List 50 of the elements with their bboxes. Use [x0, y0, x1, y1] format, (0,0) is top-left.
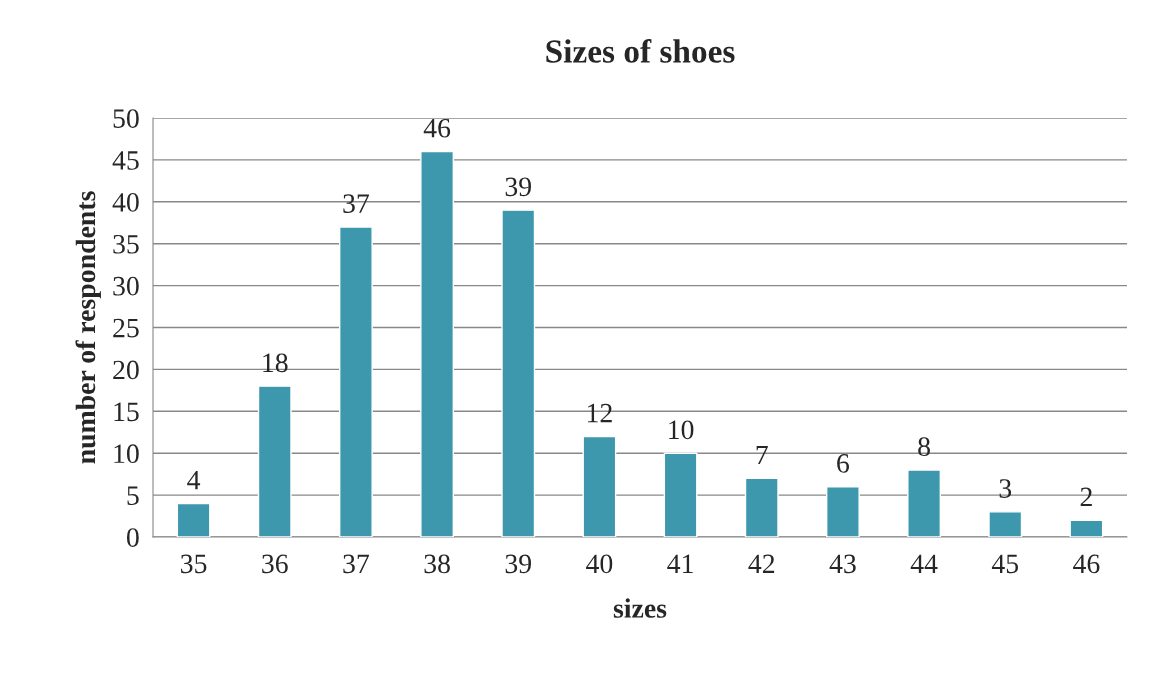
x-tick-label: 37 — [343, 554, 370, 574]
x-tick-label: 40 — [586, 554, 613, 574]
data-label: 3 — [999, 479, 1012, 498]
bar — [582, 435, 617, 537]
x-tick-label: 46 — [1073, 554, 1100, 574]
y-tick-label: 50 — [113, 109, 139, 128]
x-tick-label: 42 — [748, 554, 775, 573]
y-tick-label: 25 — [113, 318, 139, 338]
data-label: 7 — [756, 445, 768, 465]
data-label: 12 — [587, 403, 612, 423]
y-tick-label: 45 — [112, 151, 139, 170]
y-tick-label: 30 — [113, 276, 139, 296]
bar — [176, 502, 211, 537]
data-label: 46 — [423, 118, 451, 138]
x-tick-label: 43 — [829, 554, 856, 574]
data-label: 39 — [505, 177, 531, 197]
bar — [663, 452, 698, 537]
data-label: 6 — [837, 454, 850, 473]
chart-title: Sizes of shoes — [546, 38, 735, 63]
y-tick-label: 15 — [114, 402, 139, 422]
x-tick-label: 35 — [181, 554, 207, 574]
y-tick-label: 0 — [126, 528, 139, 547]
y-tick-label: 10 — [114, 444, 139, 464]
x-tick-label: 36 — [262, 554, 288, 574]
data-label: 8 — [918, 437, 930, 456]
y-tick-label: 40 — [112, 192, 139, 212]
bar — [257, 385, 292, 537]
bar — [988, 511, 1023, 537]
bar — [338, 226, 373, 537]
data-label: 18 — [263, 353, 288, 373]
bar — [420, 150, 455, 537]
bar — [825, 486, 860, 537]
data-label: 4 — [187, 470, 201, 490]
data-label: 10 — [669, 420, 694, 440]
bar — [1069, 519, 1104, 537]
x-tick-label: 44 — [910, 554, 938, 573]
y-tick-label: 5 — [127, 486, 139, 506]
x-tick-label: 39 — [505, 554, 531, 574]
x-axis-title: sizes — [613, 598, 667, 618]
x-tick-label: 38 — [424, 554, 450, 574]
data-label: 37 — [343, 194, 370, 213]
bar — [744, 477, 779, 537]
data-label: 2 — [1080, 487, 1092, 506]
y-tick-label: 35 — [113, 234, 139, 254]
x-tick-label: 45 — [991, 554, 1019, 574]
x-tick-label: 41 — [667, 554, 693, 573]
bar — [907, 469, 942, 537]
y-axis-title: number of respondents — [75, 191, 101, 464]
bar — [501, 209, 536, 537]
y-tick-label: 20 — [113, 360, 139, 380]
